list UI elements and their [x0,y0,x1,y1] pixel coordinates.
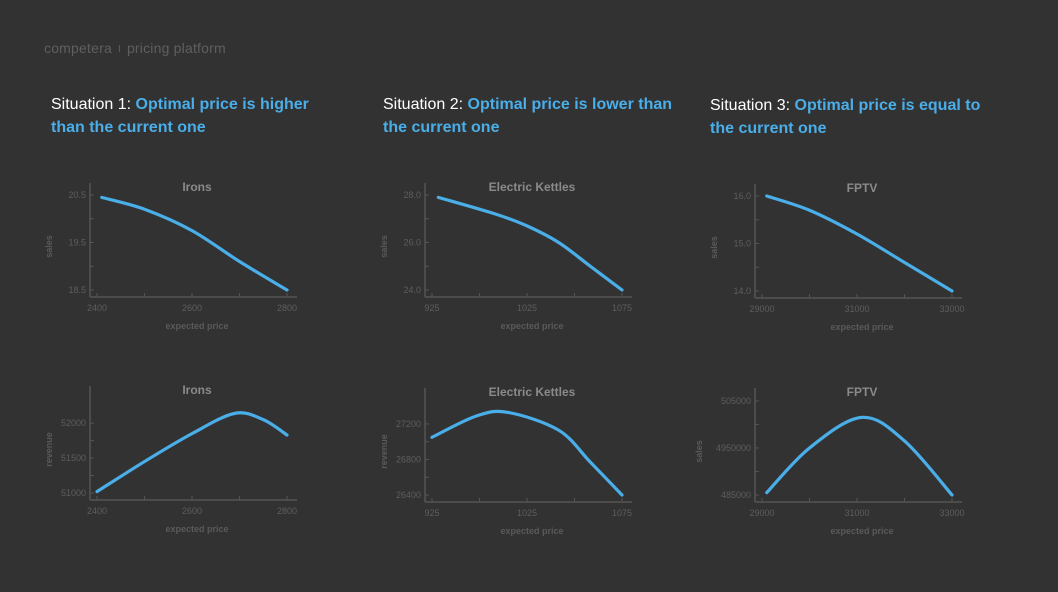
situation-highlight: Optimal price is equal to the current on… [710,97,981,137]
situation-3-heading: Situation 3: Optimal price is equal to t… [710,94,990,140]
y-tick-label: 26800 [396,454,421,464]
chart-kettles-sales: Electric Kettles 925 1025 1075 24.0 26.0 28.0 e… [379,180,632,331]
x-axis-label: expected price [830,322,893,332]
y-tick-label: 485000 [721,490,751,500]
x-tick-label: 33000 [939,304,964,314]
chart-title: FPTV [847,181,878,195]
situation-label: Situation 1: [51,96,132,113]
y-axis-label: sales [44,235,54,258]
chart-title: Electric Kettles [489,385,576,399]
x-axis-label: expected price [500,526,563,536]
y-tick-label: 51000 [61,488,86,498]
x-tick-label: 29000 [749,304,774,314]
series-line [765,194,954,293]
brand-name: competera [44,40,112,56]
series-line [95,411,289,494]
x-tick-label: 2400 [87,303,107,313]
x-tick-label: 1075 [612,508,632,518]
y-tick-label: 15.0 [733,239,751,249]
x-tick-label: 2400 [87,506,107,516]
y-tick-label: 20.5 [68,190,86,200]
y-axis-label: revenue [379,434,389,469]
x-axis-label: expected price [165,524,228,534]
y-axis-label: revenue [44,432,54,467]
y-axis-label: sales [379,235,389,258]
situation-1-heading: Situation 1: Optimal price is higher tha… [51,93,341,139]
chart-fptv-revenue: FPTV 29000 31000 33000 485000 4950000 505000 ex… [694,385,965,536]
y-tick-label: 28.0 [403,190,421,200]
chart-irons-revenue: Irons 2400 2600 2800 51000 51500 52000 expected… [44,383,297,534]
series-line [100,195,289,292]
x-tick-label: 31000 [844,304,869,314]
x-axis-label: expected price [165,321,228,331]
x-tick-label: 925 [424,508,439,518]
brand-product: pricing platform [126,40,226,56]
brand-separator: I [117,44,121,55]
chart-fptv-sales: FPTV 29000 31000 33000 14.0 15.0 16.0 expected … [709,181,965,332]
y-tick-label: 4950000 [716,443,751,453]
x-tick-label: 2600 [182,506,202,516]
chart-title: Irons [182,180,212,194]
y-tick-label: 24.0 [403,285,421,295]
series-line [436,195,624,292]
y-tick-label: 26.0 [403,238,421,248]
x-tick-label: 2800 [277,303,297,313]
chart-title: Electric Kettles [489,180,576,194]
y-tick-label: 51500 [61,453,86,463]
chart-irons-sales: Irons 2400 2600 2800 18.5 19.5 20.5 expected pr… [44,180,297,331]
y-tick-label: 27200 [396,419,421,429]
y-axis-label: sales [709,236,719,259]
y-tick-label: 26400 [396,490,421,500]
x-axis-label: expected price [830,526,893,536]
y-tick-label: 16.0 [733,191,751,201]
y-tick-label: 14.0 [733,286,751,296]
x-tick-label: 2800 [277,506,297,516]
x-tick-label: 1025 [517,508,537,518]
situation-label: Situation 3: [710,97,791,114]
x-tick-label: 29000 [749,508,774,518]
y-tick-label: 505000 [721,396,751,406]
situation-highlight: Optimal price is higher than the current… [51,96,309,136]
x-tick-label: 2600 [182,303,202,313]
x-tick-label: 31000 [844,508,869,518]
chart-title: FPTV [847,385,878,399]
situation-2-heading: Situation 2: Optimal price is lower than… [383,93,673,139]
x-tick-label: 1075 [612,303,632,313]
y-tick-label: 18.5 [68,285,86,295]
y-tick-label: 19.5 [68,238,86,248]
series-line [430,409,624,497]
series-line [765,415,954,497]
y-tick-label: 52000 [61,418,86,428]
x-tick-label: 925 [424,303,439,313]
x-tick-label: 1025 [517,303,537,313]
chart-title: Irons [182,383,212,397]
chart-kettles-revenue: Electric Kettles 925 1025 1075 26400 26800 272… [379,385,632,536]
situation-highlight: Optimal price is lower than the current … [383,96,673,136]
x-axis-label: expected price [500,321,563,331]
y-axis-label: sales [694,440,704,463]
x-tick-label: 33000 [939,508,964,518]
situation-label: Situation 2: [383,96,464,113]
